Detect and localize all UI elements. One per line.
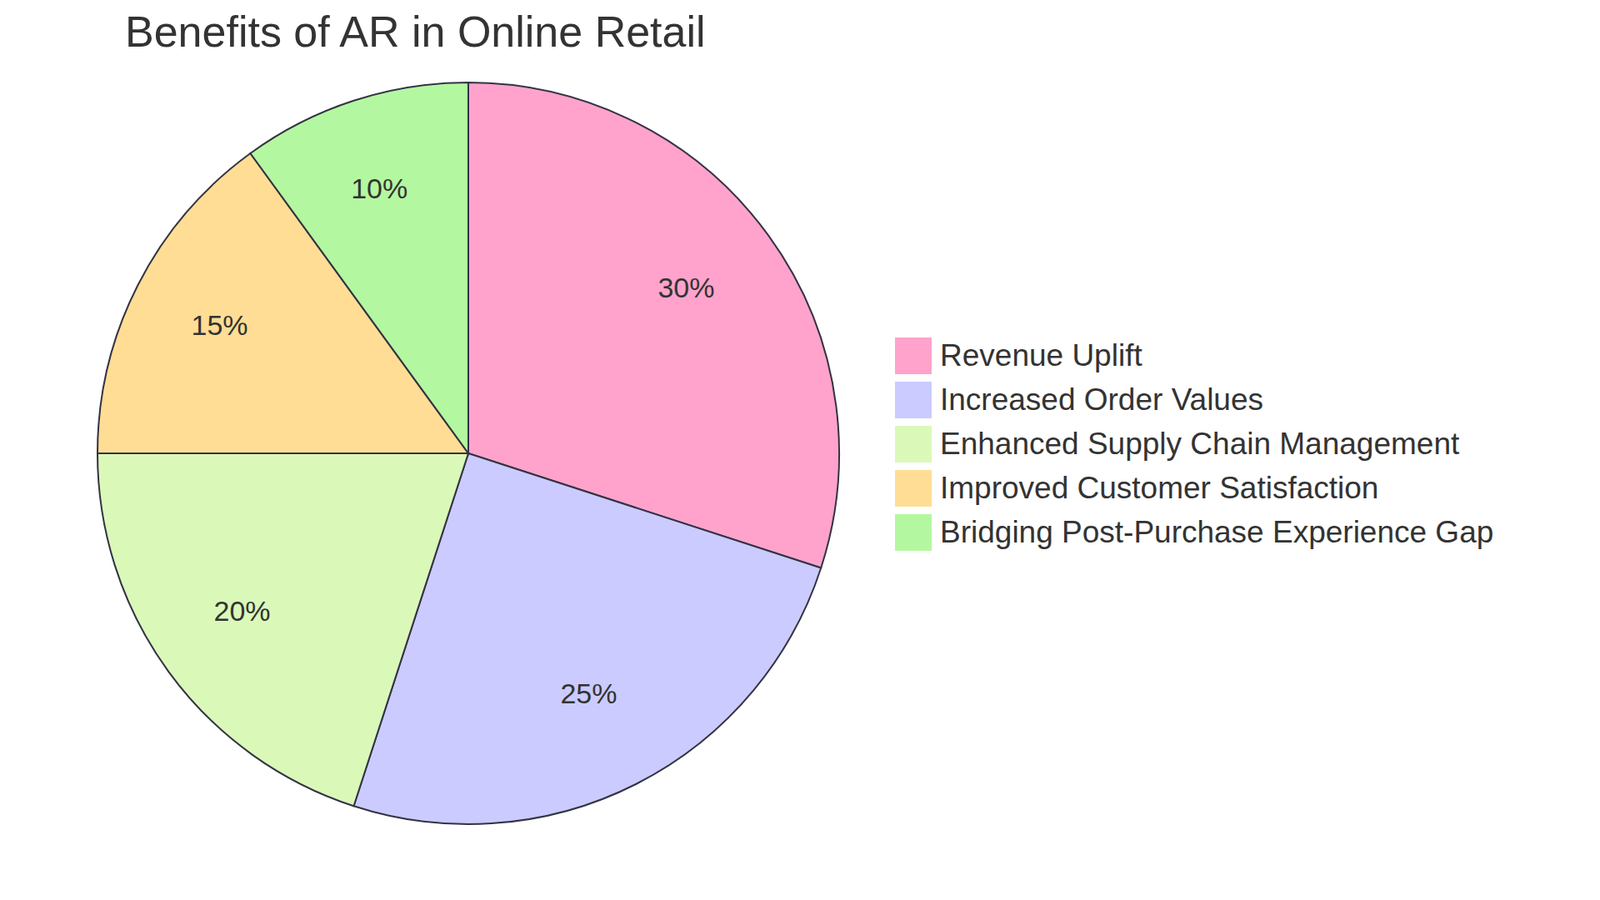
html-text:Enhanced Supply Chain Manageme: Enhanced Supply Chain Management (940, 426, 1460, 461)
html-text:Bridging Post-Purchase Experie: Bridging Post-Purchase Experience Gap (940, 515, 1494, 550)
svg-text:25%: 25% (560, 677, 617, 710)
html-text:Revenue Uplift: Revenue Uplift (940, 338, 1143, 373)
svg-text:10%: 10% (350, 172, 408, 205)
html-text:Increased Order Values: Increased Order Values (940, 382, 1264, 417)
svg-text:30%: 30% (657, 271, 715, 304)
svg-text:20%: 20% (214, 595, 271, 627)
html-text:Improved Customer Satisfaction: Improved Customer Satisfaction (940, 470, 1379, 505)
html-text:Benefits of AR in Online Retai: Benefits of AR in Online Retail (125, 7, 706, 56)
svg-text:15%: 15% (191, 309, 249, 341)
